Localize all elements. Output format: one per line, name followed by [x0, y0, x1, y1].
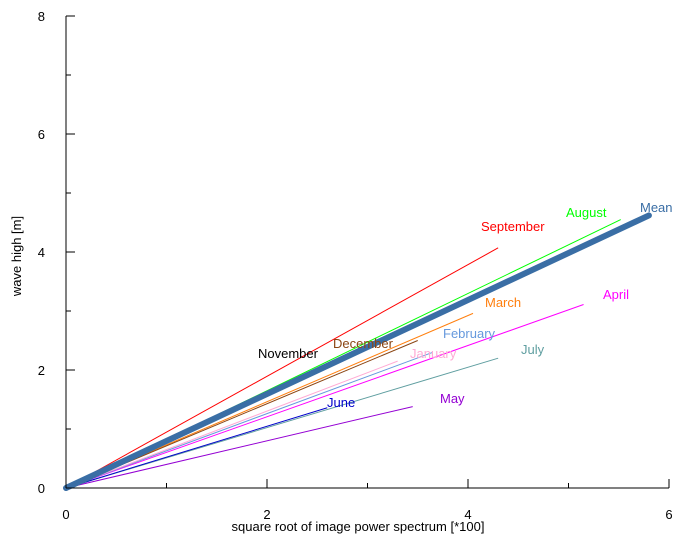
- x-tick-label: 4: [464, 507, 471, 522]
- series-line-february: [65, 351, 433, 489]
- series-label-july: July: [521, 342, 545, 357]
- series-label-september: September: [481, 219, 545, 234]
- series-label-august: August: [566, 205, 607, 220]
- series-label-mean: Mean: [640, 200, 673, 215]
- y-tick-label: 6: [38, 127, 45, 142]
- series-label-march: March: [485, 295, 521, 310]
- y-tick-label: 4: [38, 245, 45, 260]
- y-tick-label: 8: [38, 9, 45, 24]
- series-label-june: June: [327, 395, 355, 410]
- x-axis-label: square root of image power spectrum [*10…: [232, 519, 485, 534]
- series-labels: September August Mean March April December Feb…: [258, 200, 673, 410]
- x-tick-label: 0: [62, 507, 69, 522]
- tick-marks: [65, 15, 670, 489]
- series-label-february: February: [443, 326, 496, 341]
- series-label-may: May: [440, 391, 465, 406]
- x-tick-label: 6: [665, 507, 672, 522]
- series-line-may: [65, 406, 413, 489]
- series-lines: [63, 212, 652, 491]
- series-line-september: [65, 247, 499, 489]
- series-label-november: November: [258, 346, 319, 361]
- series-label-january: January: [410, 346, 457, 361]
- series-label-december: December: [333, 336, 394, 351]
- tick-labels: 0 2 4 6 0 2 4 6 8: [38, 9, 673, 522]
- series-line-january: [65, 360, 398, 489]
- series-line-mean: [63, 212, 652, 491]
- y-axis-label: wave high [m]: [9, 216, 24, 297]
- series-line-june: [65, 407, 328, 489]
- y-tick-label: 0: [38, 481, 45, 496]
- x-tick-label: 2: [263, 507, 270, 522]
- series-label-april: April: [603, 287, 629, 302]
- y-tick-label: 2: [38, 363, 45, 378]
- series-line-april: [65, 304, 584, 489]
